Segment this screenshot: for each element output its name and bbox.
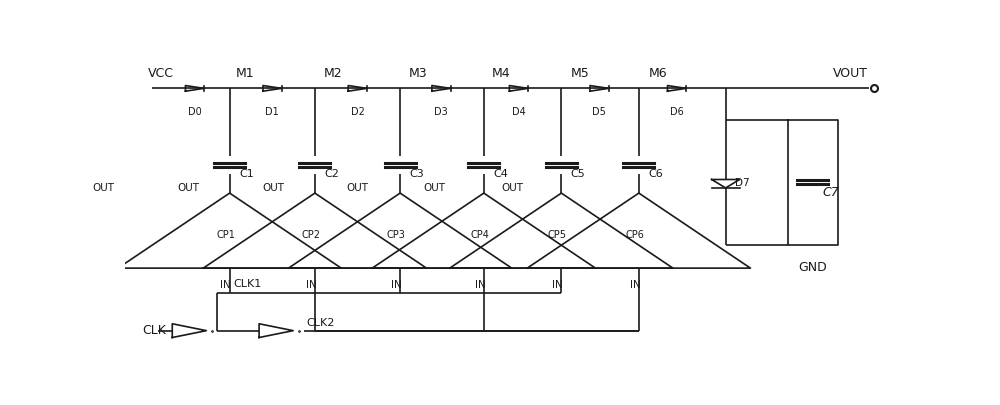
Text: OUT: OUT (424, 182, 446, 192)
Text: D2: D2 (351, 106, 364, 116)
Text: C3: C3 (409, 168, 424, 179)
Text: D1: D1 (265, 106, 279, 116)
Text: D5: D5 (592, 106, 606, 116)
Text: C7: C7 (822, 186, 839, 199)
Text: D0: D0 (188, 106, 202, 116)
Text: M2: M2 (323, 67, 342, 80)
Text: CLK: CLK (142, 323, 166, 336)
Text: OUT: OUT (263, 182, 285, 192)
Text: CP1: CP1 (216, 229, 235, 239)
Text: OUT: OUT (177, 182, 199, 192)
Text: C1: C1 (239, 168, 254, 179)
Text: OUT: OUT (501, 182, 523, 192)
Text: C2: C2 (324, 168, 339, 179)
Text: CP2: CP2 (302, 229, 320, 239)
Text: OUT: OUT (92, 182, 114, 192)
Text: CP4: CP4 (471, 229, 489, 239)
Text: C6: C6 (648, 168, 663, 179)
Text: M3: M3 (409, 67, 427, 80)
Text: D7: D7 (735, 178, 750, 188)
Text: IN: IN (391, 279, 402, 289)
Text: IN: IN (306, 279, 316, 289)
Text: GND: GND (798, 261, 827, 274)
Text: CLK2: CLK2 (306, 317, 335, 327)
Text: CP6: CP6 (626, 229, 644, 239)
Text: CLK1: CLK1 (234, 279, 262, 289)
Text: M1: M1 (236, 67, 254, 80)
Text: OUT: OUT (346, 182, 368, 192)
Text: C4: C4 (493, 168, 508, 179)
Text: M5: M5 (571, 67, 589, 80)
Text: C5: C5 (571, 168, 585, 179)
Text: IN: IN (552, 279, 563, 289)
Text: CP3: CP3 (387, 229, 406, 239)
Text: IN: IN (475, 279, 485, 289)
Text: IN: IN (630, 279, 640, 289)
Text: CP5: CP5 (548, 229, 567, 239)
Text: M4: M4 (492, 67, 510, 80)
Text: D4: D4 (512, 106, 526, 116)
Text: M6: M6 (649, 67, 668, 80)
Text: D3: D3 (434, 106, 448, 116)
Text: IN: IN (220, 279, 231, 289)
Text: D6: D6 (670, 106, 684, 116)
Text: VOUT: VOUT (832, 67, 867, 80)
Text: VCC: VCC (148, 67, 174, 80)
